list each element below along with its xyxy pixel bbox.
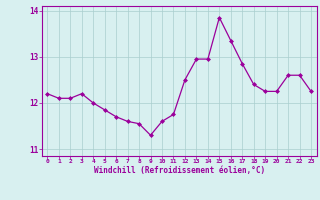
X-axis label: Windchill (Refroidissement éolien,°C): Windchill (Refroidissement éolien,°C) — [94, 166, 265, 175]
